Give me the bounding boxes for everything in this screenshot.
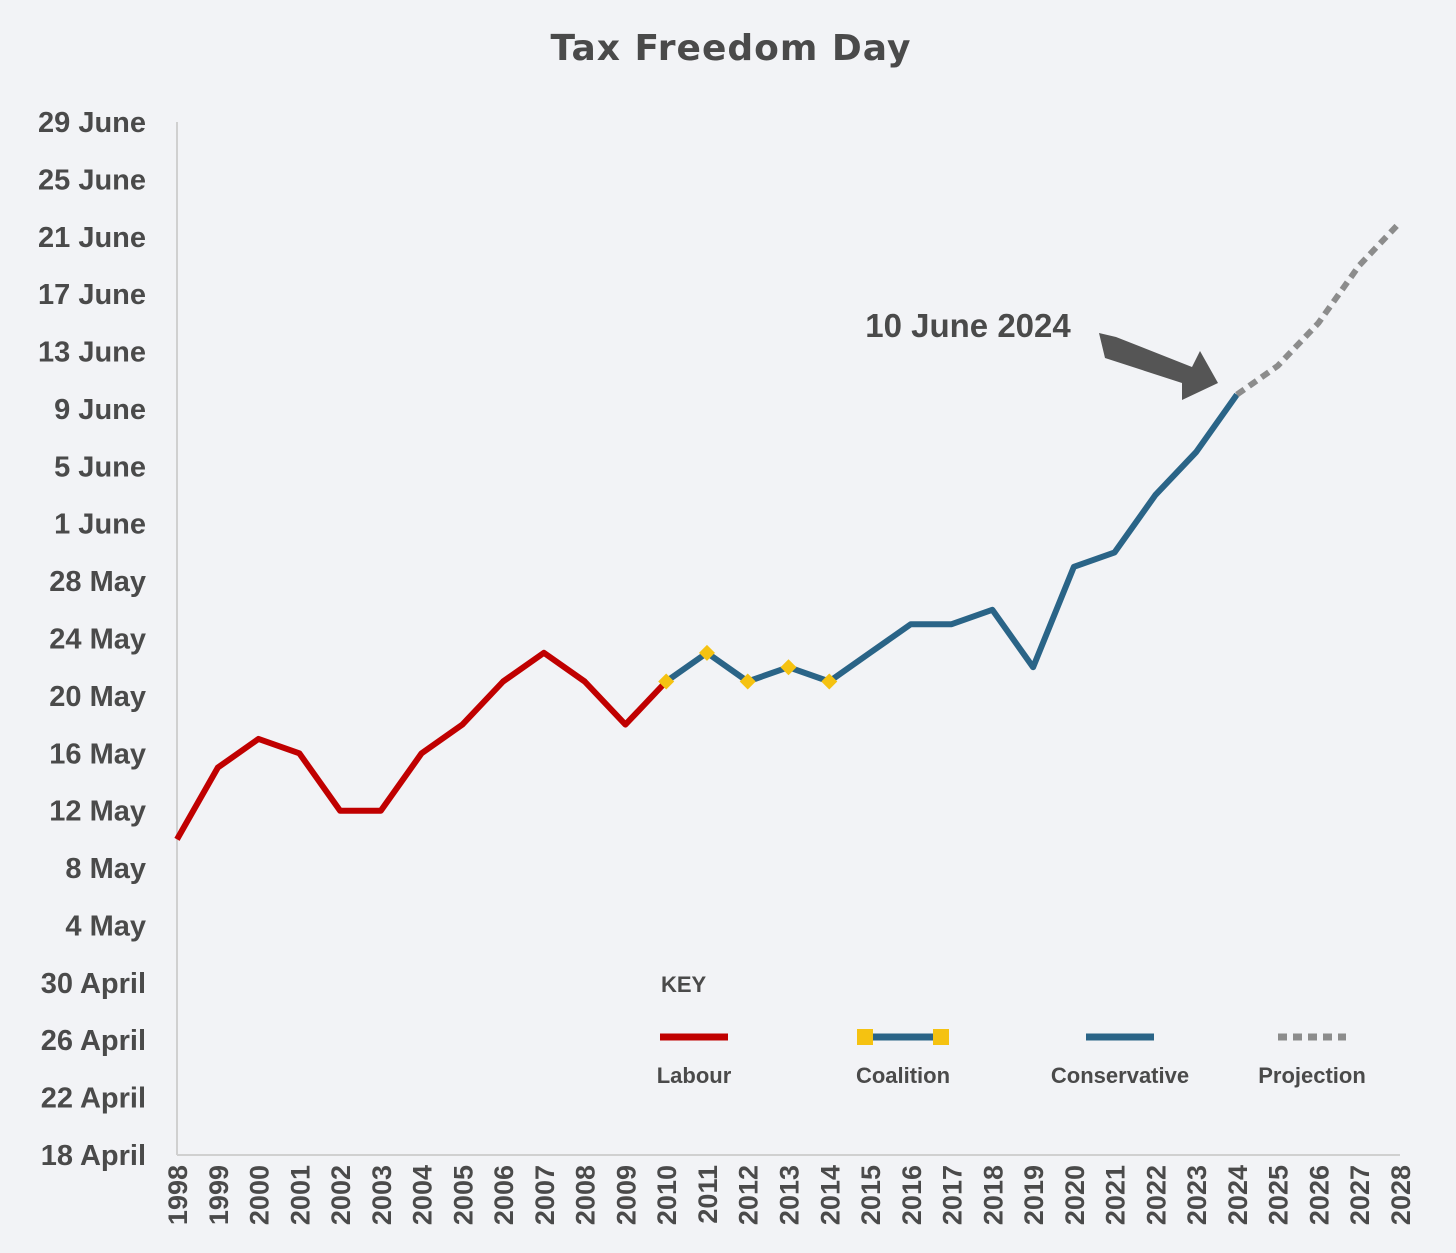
legend-label-labour: Labour — [657, 1063, 732, 1088]
y-tick-label: 24 May — [49, 624, 146, 656]
x-tick-label: 2011 — [693, 1165, 723, 1224]
legend-label-coalition: Coalition — [856, 1063, 950, 1088]
chart-title: Tax Freedom Day — [551, 28, 912, 69]
x-tick-label: 2008 — [571, 1165, 601, 1225]
x-tick-label: 2002 — [326, 1165, 356, 1225]
coalition-marker — [698, 644, 715, 661]
x-tick-label: 2020 — [1060, 1165, 1090, 1225]
x-tick-label: 2003 — [367, 1165, 397, 1225]
y-tick-label: 26 April — [41, 1025, 146, 1057]
x-tick-label: 2025 — [1264, 1165, 1294, 1225]
y-tick-label: 30 April — [41, 968, 146, 1000]
x-tick-label: 2010 — [652, 1165, 682, 1225]
x-tick-label: 2006 — [489, 1165, 519, 1225]
marker-layer — [658, 644, 838, 690]
y-tick-label: 17 June — [38, 279, 146, 311]
coalition-marker — [780, 659, 797, 676]
legend-marker-right — [933, 1029, 949, 1045]
x-tick-label: 2024 — [1223, 1165, 1253, 1225]
coalition-marker — [821, 673, 838, 690]
x-tick-label: 2018 — [978, 1165, 1008, 1225]
x-tick-label: 2026 — [1304, 1165, 1334, 1225]
x-tick-label: 1999 — [204, 1165, 234, 1225]
coalition-marker — [739, 673, 756, 690]
x-tick-label: 2012 — [734, 1165, 764, 1225]
y-axis-ticks: 18 April 22 April 26 April 30 April 4 May 8 M… — [38, 107, 146, 1172]
x-tick-label: 2009 — [611, 1165, 641, 1225]
series-layer — [174, 220, 1403, 841]
x-tick-label: 1998 — [163, 1165, 193, 1225]
annotation-label: 10 June 2024 — [865, 307, 1071, 344]
coalition-marker — [658, 673, 675, 690]
x-tick-label: 2027 — [1345, 1165, 1375, 1225]
series-line-conservative — [827, 392, 1240, 684]
y-tick-label: 8 May — [65, 853, 146, 885]
x-tick-label: 2028 — [1386, 1165, 1416, 1225]
x-tick-label: 2021 — [1101, 1165, 1131, 1225]
x-axis-ticks: 1998 1999 2000 2001 2002 2003 2004 2005 2006 2007… — [163, 1165, 1416, 1225]
x-tick-label: 2004 — [408, 1165, 438, 1225]
y-tick-label: 18 April — [41, 1140, 146, 1172]
x-tick-label: 2005 — [448, 1165, 478, 1225]
legend-label-projection: Projection — [1258, 1063, 1366, 1088]
x-tick-label: 2016 — [897, 1165, 927, 1225]
x-tick-label: 2017 — [938, 1165, 968, 1225]
y-tick-label: 1 June — [54, 509, 146, 541]
annotation-arrow — [1099, 333, 1218, 400]
y-tick-label: 9 June — [54, 394, 146, 426]
x-tick-label: 2014 — [815, 1165, 845, 1225]
y-tick-label: 5 June — [54, 451, 146, 483]
y-tick-label: 13 June — [38, 337, 146, 369]
y-tick-label: 4 May — [65, 910, 146, 942]
series-line-projection — [1235, 220, 1403, 398]
legend-label-conservative: Conservative — [1051, 1063, 1189, 1088]
x-tick-label: 2013 — [775, 1165, 805, 1225]
x-tick-label: 2000 — [245, 1165, 275, 1225]
y-tick-label: 29 June — [38, 107, 146, 139]
x-tick-label: 2007 — [530, 1165, 560, 1225]
y-tick-label: 12 May — [49, 796, 146, 828]
legend-marker-left — [857, 1029, 873, 1045]
legend-title: KEY — [661, 972, 707, 997]
x-tick-label: 2023 — [1182, 1165, 1212, 1225]
x-tick-label: 2001 — [285, 1165, 315, 1225]
x-tick-label: 2019 — [1019, 1165, 1049, 1225]
series-line-labour — [174, 649, 669, 841]
y-tick-label: 28 May — [49, 566, 146, 598]
annotation: 10 June 2024 — [865, 307, 1218, 400]
x-tick-label: 2022 — [1141, 1165, 1171, 1225]
legend: KEY Labour Coalition Conservative Projectio… — [657, 972, 1366, 1088]
y-tick-label: 16 May — [49, 738, 146, 770]
y-tick-label: 25 June — [38, 164, 146, 196]
x-tick-label: 2015 — [856, 1165, 886, 1225]
y-tick-label: 22 April — [41, 1083, 146, 1115]
y-tick-label: 20 May — [49, 681, 146, 713]
y-tick-label: 21 June — [38, 222, 146, 254]
